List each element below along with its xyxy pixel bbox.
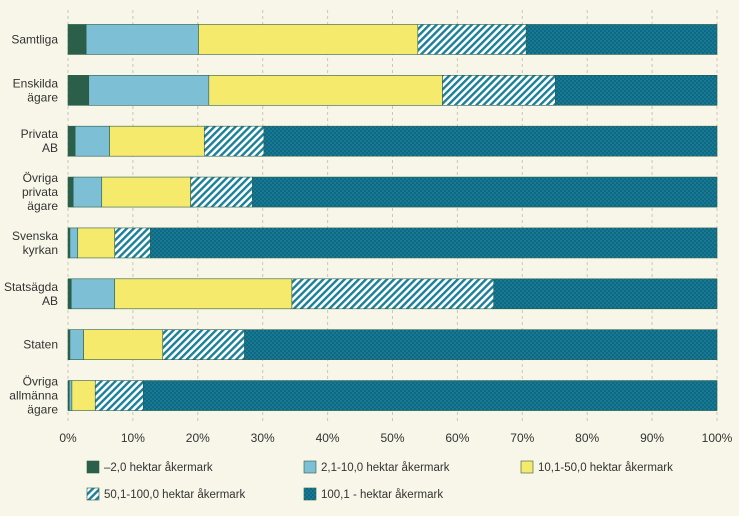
- bar-segment: [203, 125, 265, 157]
- bar-segment: [198, 24, 419, 55]
- bar-segment: [72, 176, 103, 208]
- bar-segment: [67, 24, 87, 55]
- bar-segment: [67, 125, 76, 157]
- x-tick-label: 10%: [121, 431, 145, 445]
- bar-segment: [252, 176, 718, 208]
- bar-segment: [88, 75, 210, 106]
- bar-segment: [208, 75, 443, 106]
- bar-segment: [263, 125, 718, 157]
- bar-segment: [291, 278, 495, 310]
- legend-swatch: [86, 460, 100, 474]
- bar-segment: [244, 329, 718, 360]
- bar-segment: [67, 278, 72, 310]
- legend-label: 100,1 - hektar åkermark: [321, 489, 443, 501]
- category-label: Svenska kyrkan: [12, 229, 58, 257]
- legend-swatch: [520, 460, 534, 474]
- bar-segment: [101, 176, 191, 208]
- bar-segment: [162, 329, 245, 360]
- bar-segment: [114, 278, 293, 310]
- bar-segment: [67, 75, 90, 106]
- category-label: Statsägda AB: [4, 280, 58, 308]
- bar-segment: [94, 380, 144, 411]
- bar-segment: [142, 380, 718, 411]
- category-label: Övriga allmänna ägare: [9, 375, 58, 417]
- legend-swatch: [303, 460, 317, 474]
- legend-label: 2,1-10,0 hektar åkermark: [321, 462, 450, 474]
- x-tick-label: 90%: [640, 431, 664, 445]
- legend-swatch: [303, 487, 317, 501]
- x-tick-label: 20%: [186, 431, 210, 445]
- bar-segment: [555, 75, 718, 106]
- bar-segment: [109, 125, 205, 157]
- bar-segment: [69, 329, 84, 360]
- x-tick-label: 50%: [380, 431, 404, 445]
- x-tick-label: 0%: [59, 431, 77, 445]
- x-tick-label: 100%: [702, 431, 733, 445]
- legend-label: 50,1-100,0 hektar åkermark: [104, 489, 246, 501]
- bar-segment: [71, 380, 96, 411]
- x-tick-label: 60%: [445, 431, 469, 445]
- legend-swatch: [86, 487, 100, 501]
- bars: [67, 24, 718, 411]
- category-label: Privata AB: [21, 127, 59, 155]
- bar-segment: [70, 278, 116, 310]
- bar-segment: [68, 380, 73, 411]
- bar-segment: [150, 227, 718, 259]
- x-tick-label: 30%: [251, 431, 275, 445]
- bar-segment: [525, 24, 718, 55]
- x-axis-labels: 0% 10% 20% 30% 40% 50% 60% 70% 80% 90% 100%: [59, 431, 732, 445]
- legend-label: –2,0 hektar åkermark: [104, 462, 213, 474]
- category-label: Samtliga: [11, 32, 58, 46]
- category-label: Staten: [23, 338, 58, 352]
- bar-segment: [74, 125, 110, 157]
- bar-segment: [69, 227, 79, 259]
- y-axis-labels: Samtliga Enskilda ägare Privata AB Övriga priv…: [4, 32, 58, 416]
- bar-segment: [85, 24, 199, 55]
- x-tick-label: 40%: [316, 431, 340, 445]
- x-tick-label: 70%: [510, 431, 534, 445]
- bar-segment: [77, 227, 116, 259]
- category-label: Enskilda ägare: [13, 76, 59, 104]
- bar-segment: [417, 24, 527, 55]
- bar-segment: [67, 176, 74, 208]
- bar-segment: [442, 75, 556, 106]
- bar-segment: [83, 329, 164, 360]
- bar-segment: [493, 278, 718, 310]
- bar-segment: [190, 176, 253, 208]
- legend-label: 10,1-50,0 hektar åkermark: [538, 462, 673, 474]
- x-tick-label: 80%: [575, 431, 599, 445]
- category-label: Övriga privata ägare: [22, 171, 58, 213]
- legend: –2,0 hektar åkermark 2,1-10,0 hektar åker…: [86, 460, 673, 501]
- gridlines: [67, 10, 718, 423]
- bar-segment: [114, 227, 151, 259]
